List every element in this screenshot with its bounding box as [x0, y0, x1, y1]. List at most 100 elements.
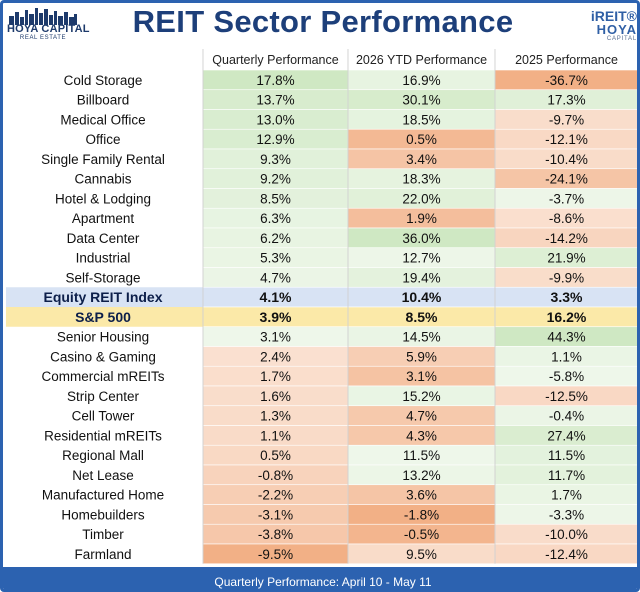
value-label: 15.2%	[402, 389, 440, 404]
value-label: 44.3%	[547, 330, 585, 345]
value-label: 1.9%	[406, 211, 437, 226]
value-label: 4.3%	[406, 428, 437, 443]
footer-bar: Quarterly Performance: April 10 - May 11	[3, 567, 637, 589]
value-label: 4.7%	[260, 270, 291, 285]
value-label: 6.3%	[260, 211, 291, 226]
ireit-hoya-logo: iREIT® HOYA CAPITAL	[567, 9, 637, 47]
sector-name: Homebuilders	[61, 507, 145, 522]
value-label: 16.2%	[547, 309, 587, 325]
value-label: 9.2%	[260, 172, 291, 187]
sector-name: S&P 500	[75, 309, 131, 325]
page-title: REIT Sector Performance	[132, 4, 514, 39]
value-label: 13.0%	[256, 112, 294, 127]
value-label: 18.5%	[402, 112, 440, 127]
value-label: -12.4%	[545, 547, 588, 562]
header: HOYA CAPITAL REAL ESTATE REIT Sector Per…	[3, 3, 637, 48]
value-label: 2.4%	[260, 349, 291, 364]
hoya-capital-logo: HOYA CAPITAL REAL ESTATE	[7, 7, 90, 45]
value-label: 11.5%	[548, 448, 585, 463]
sector-name: Apartment	[72, 211, 135, 226]
value-label: 3.6%	[406, 488, 437, 503]
sector-name: Cold Storage	[64, 73, 143, 88]
value-label: 14.5%	[402, 330, 440, 345]
value-label: 3.4%	[406, 152, 437, 167]
logo-left-sub: REAL ESTATE	[19, 35, 67, 41]
value-label: 3.1%	[406, 369, 437, 384]
value-label: 4.7%	[406, 409, 437, 424]
sector-name: Senior Housing	[57, 330, 149, 345]
value-label: 16.9%	[402, 73, 440, 88]
column-header: 2025 Performance	[515, 53, 618, 67]
value-label: 1.6%	[260, 389, 291, 404]
sector-name: Residential mREITs	[44, 428, 162, 443]
value-label: -12.5%	[545, 389, 588, 404]
value-label: -9.5%	[258, 547, 293, 562]
value-label: 13.7%	[256, 93, 294, 108]
value-label: -0.5%	[404, 527, 439, 542]
column-header: Quarterly Performance	[212, 53, 338, 67]
value-label: 12.7%	[402, 251, 440, 266]
value-label: 3.9%	[260, 309, 292, 325]
sector-name: Regional Mall	[62, 448, 144, 463]
sector-name: Single Family Rental	[41, 152, 165, 167]
value-label: 10.4%	[402, 289, 442, 305]
sector-name: Industrial	[76, 251, 131, 266]
value-label: -3.3%	[549, 507, 584, 522]
value-label: -9.7%	[549, 112, 584, 127]
value-label: -3.8%	[258, 527, 293, 542]
footer-note: Quarterly Performance: April 10 - May 11	[214, 575, 432, 589]
value-label: 17.8%	[256, 73, 294, 88]
sector-name: Casino & Gaming	[50, 349, 156, 364]
logo-right-line3: CAPITAL	[606, 36, 637, 42]
value-label: -1.8%	[404, 507, 439, 522]
value-label: 8.5%	[260, 191, 291, 206]
value-label: -2.2%	[258, 488, 293, 503]
value-label: 1.1%	[551, 349, 582, 364]
performance-table: Quarterly Performance 2026 YTD Performanc…	[6, 49, 637, 565]
sector-name: Office	[85, 132, 120, 147]
value-label: 9.3%	[260, 152, 291, 167]
sector-name: Billboard	[77, 93, 130, 108]
value-label: 21.9%	[547, 251, 585, 266]
value-label: 3.1%	[260, 330, 291, 345]
value-label: -0.4%	[549, 409, 584, 424]
value-label: -36.7%	[545, 73, 588, 88]
value-label: 11.7%	[548, 468, 585, 483]
value-label: 1.3%	[260, 409, 291, 424]
value-label: 0.5%	[260, 448, 291, 463]
value-label: -9.9%	[549, 270, 584, 285]
skyline-icon	[9, 8, 77, 25]
sector-name: Cannabis	[74, 172, 131, 187]
sector-name: Data Center	[67, 231, 140, 246]
value-label: -3.7%	[549, 191, 584, 206]
value-label: 30.1%	[402, 93, 440, 108]
sector-name: Hotel & Lodging	[55, 191, 151, 206]
value-label: -0.8%	[258, 468, 293, 483]
value-label: 19.4%	[402, 270, 440, 285]
value-label: -8.6%	[549, 211, 584, 226]
value-label: -12.1%	[545, 132, 588, 147]
value-label: 5.3%	[260, 251, 291, 266]
value-label: 12.9%	[256, 132, 294, 147]
logo-right-line2: HOYA	[596, 22, 637, 37]
sector-name: Farmland	[74, 547, 131, 562]
value-label: 18.3%	[402, 172, 440, 187]
value-label: 9.5%	[406, 547, 437, 562]
logo-left-name: HOYA CAPITAL	[7, 23, 90, 35]
value-label: 17.3%	[547, 93, 585, 108]
value-label: 1.1%	[260, 428, 291, 443]
value-label: -5.8%	[549, 369, 584, 384]
value-label: -10.0%	[545, 527, 588, 542]
value-label: 3.3%	[551, 289, 583, 305]
value-label: -3.1%	[258, 507, 293, 522]
value-label: 6.2%	[260, 231, 291, 246]
value-label: 0.5%	[406, 132, 437, 147]
value-label: -14.2%	[545, 231, 588, 246]
value-label: 13.2%	[402, 468, 440, 483]
sector-name: Manufactured Home	[42, 488, 164, 503]
value-label: 1.7%	[551, 488, 582, 503]
sector-name: Medical Office	[60, 112, 145, 127]
sector-name: Self-Storage	[65, 270, 140, 285]
sector-name: Net Lease	[72, 468, 134, 483]
